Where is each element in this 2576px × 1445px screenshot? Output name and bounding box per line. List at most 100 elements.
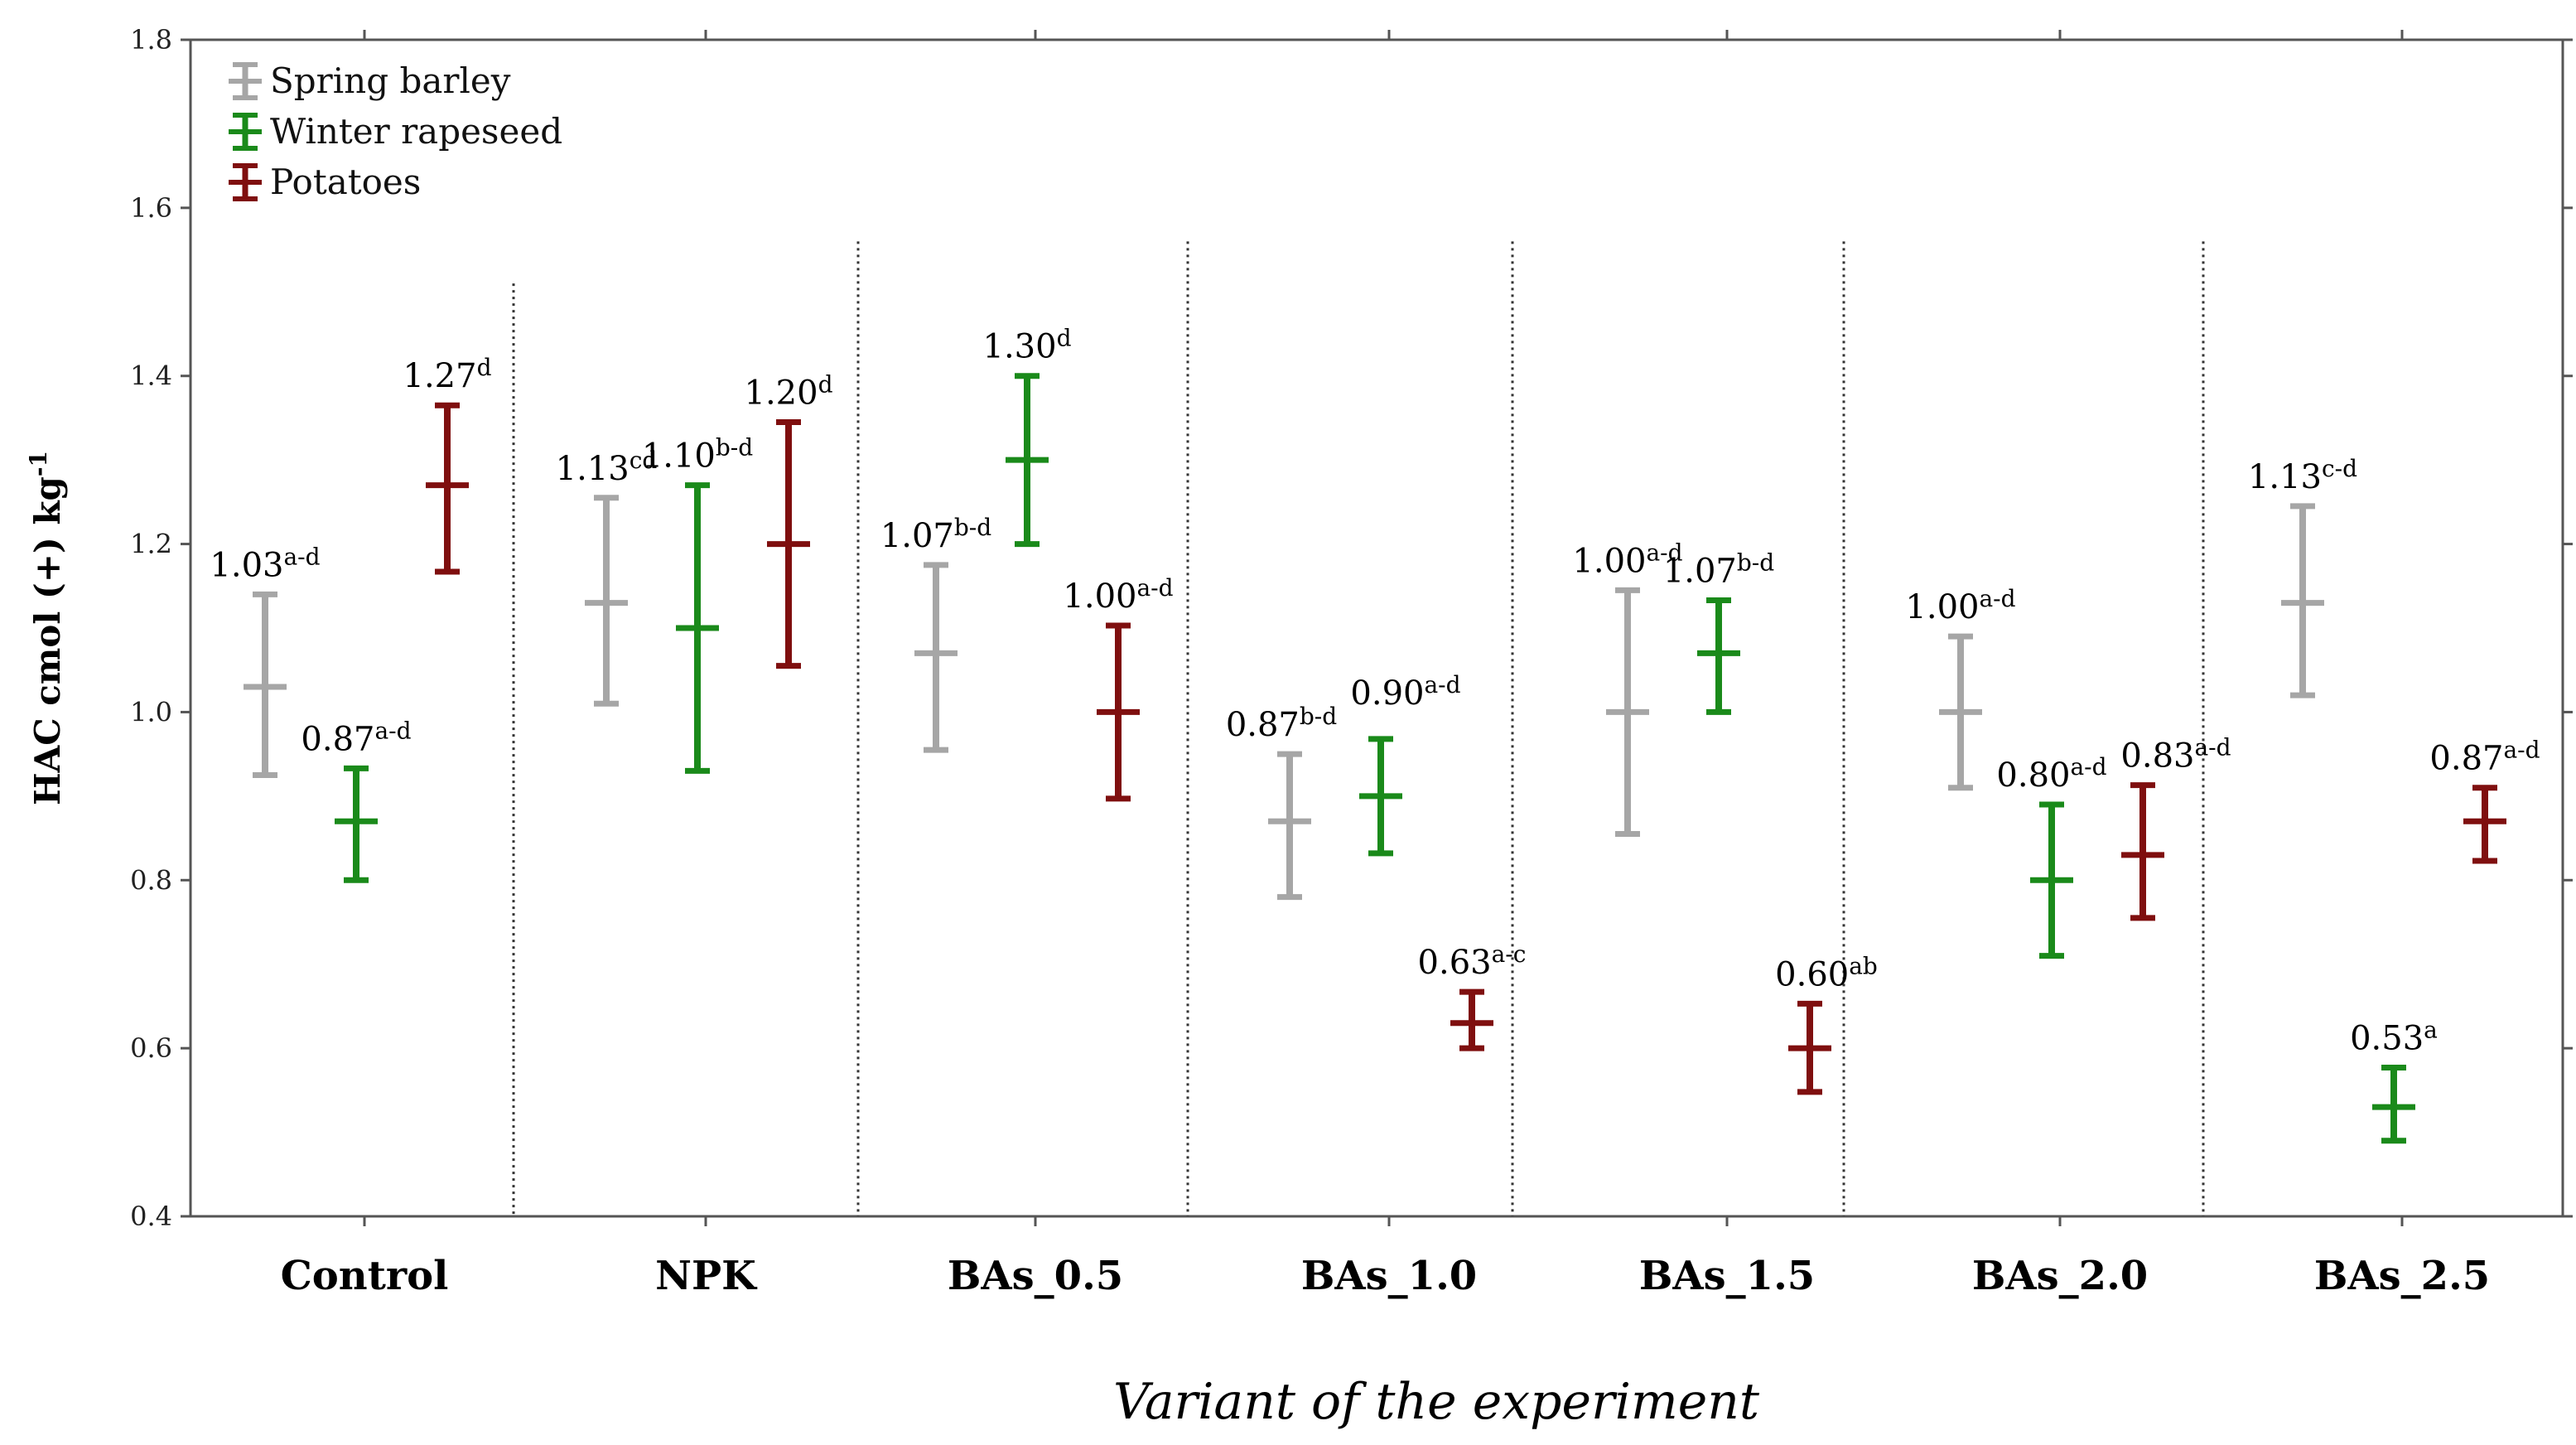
data-label: 1.30d [983,325,1072,366]
legend-label: Potatoes [270,162,421,202]
data-label-letters: d [1057,325,1072,352]
data-label-value: 1.10 [642,437,716,476]
data-label-letters: a-d [1136,574,1173,602]
data-label-letters: b-d [954,514,991,541]
data-label-letters: a-d [1979,585,2015,612]
error-bar [1450,988,1493,1051]
legend-item: Potatoes [229,162,421,202]
error-bar [1939,633,1982,791]
error-bar [2121,782,2164,921]
legend-label: Winter rapeseed [270,111,562,152]
x-axis: Control NPK BAs_0.5 BAs_1.0 BAs_1.5 BAs_2.0 BA… [281,30,2490,1299]
error-bar [335,765,378,883]
y-axis-title: HAC cmol (+) kg-1 [25,451,68,805]
data-label-letters: d [818,371,833,399]
data-label-letters: d [477,354,492,381]
error-bar [1788,1000,1831,1095]
data-label-value: 1.00 [1063,578,1136,616]
data-label-value: 0.80 [1996,756,2070,795]
error-bar [2030,801,2073,959]
data-label-letters: b-d [1300,703,1337,730]
data-label-letters: a-d [2070,753,2106,780]
category-label: BAs_2.5 [2314,1253,2490,1299]
data-label-letters: a-c [1492,940,1527,968]
data-label-letters: a-d [374,717,411,744]
data-label-letters: a-d [1424,671,1460,698]
category-label: NPK [655,1253,758,1299]
data-label-value: 0.87 [301,720,374,758]
data-label: 1.13cd [556,447,658,488]
data-label-value: 1.07 [880,517,954,555]
data-label-letters: a-d [283,543,320,570]
data-label-value: 1.13 [556,450,630,488]
error-bar [1097,622,1140,802]
data-label: 1.07b-d [1663,549,1774,591]
data-label-letters: a-d [2194,734,2231,761]
error-bar [1606,587,1649,837]
error-bar [767,419,810,669]
y-tick-label: 1.8 [130,24,172,56]
data-label-letters: a-d [2503,737,2540,764]
error-bar [1268,751,1311,901]
data-label-value: 1.13 [2248,458,2322,496]
error-bar [2372,1064,2415,1144]
data-label: 1.27d [403,354,492,395]
x-axis-title: Variant of the experiment [1113,1373,1760,1431]
data-label-value: 0.60 [1775,955,1849,993]
data-label-value: 0.83 [2120,737,2194,776]
y-tick-label: 1.4 [130,360,172,392]
chart-marks: 1.03a-d1.13cd1.07b-d0.87b-d1.00a-d1.00a-… [210,325,2540,1144]
legend-item: Spring barley [229,60,511,101]
data-label: 1.13c-d [2248,455,2357,496]
error-bar [2281,503,2324,698]
error-bar [914,562,958,753]
data-label-value: 0.87 [2429,740,2503,778]
data-label: 1.00a-d [1572,539,1682,580]
y-tick-label: 1.6 [130,192,172,224]
category-label: BAs_0.5 [948,1253,1123,1299]
data-label: 1.00a-d [1905,585,2015,626]
y-tick-label: 1.2 [130,529,172,560]
category-label: Control [281,1253,449,1299]
error-bar [585,495,628,707]
data-label: 0.80a-d [1996,753,2106,795]
data-label: 0.60ab [1775,952,1878,993]
error-bar [1359,736,1402,857]
data-label-letters: cd [630,447,658,474]
data-label-value: 0.90 [1350,674,1424,713]
legend: Spring barley Winter rapeseed Potatoes [229,60,562,202]
data-label: 0.87a-d [2429,737,2540,778]
data-label: 1.10b-d [642,434,753,476]
data-label: 0.87a-d [301,717,411,758]
data-label-value: 1.00 [1905,588,1979,626]
error-bar [2463,785,2506,864]
data-label-letters: b-d [716,434,753,462]
y-axis: 0.4 0.6 0.8 1.0 1.2 1.4 1.6 1.8 [130,24,2573,1232]
data-label: 0.53a [2350,1016,2438,1057]
data-label: 1.00a-d [1063,574,1173,616]
error-bar [676,482,719,774]
plot-frame [189,38,2564,1218]
y-tick-label: 0.6 [130,1032,172,1064]
data-label-letters: a [2424,1016,2438,1043]
y-tick-label: 0.8 [130,864,172,896]
data-label-value: 0.53 [2350,1019,2424,1057]
data-label-value: 1.30 [983,328,1057,366]
y-tick-label: 0.4 [130,1201,172,1232]
error-bar [244,591,287,778]
data-label: 0.83a-d [2120,734,2231,776]
y-axis-title-text: HAC cmol (+) kg [27,476,68,805]
data-label: 0.87b-d [1226,703,1337,744]
error-bar [426,402,469,575]
data-label-value: 0.63 [1418,944,1492,982]
data-label-value: 1.20 [745,375,818,413]
legend-item: Winter rapeseed [229,111,562,152]
data-label: 1.03a-d [210,543,320,584]
category-separators [512,241,2205,1216]
error-bar [1006,373,1049,548]
y-tick-label: 1.0 [130,696,172,727]
data-label-letters: a-d [1646,539,1682,566]
data-label-letters: b-d [1737,549,1774,577]
